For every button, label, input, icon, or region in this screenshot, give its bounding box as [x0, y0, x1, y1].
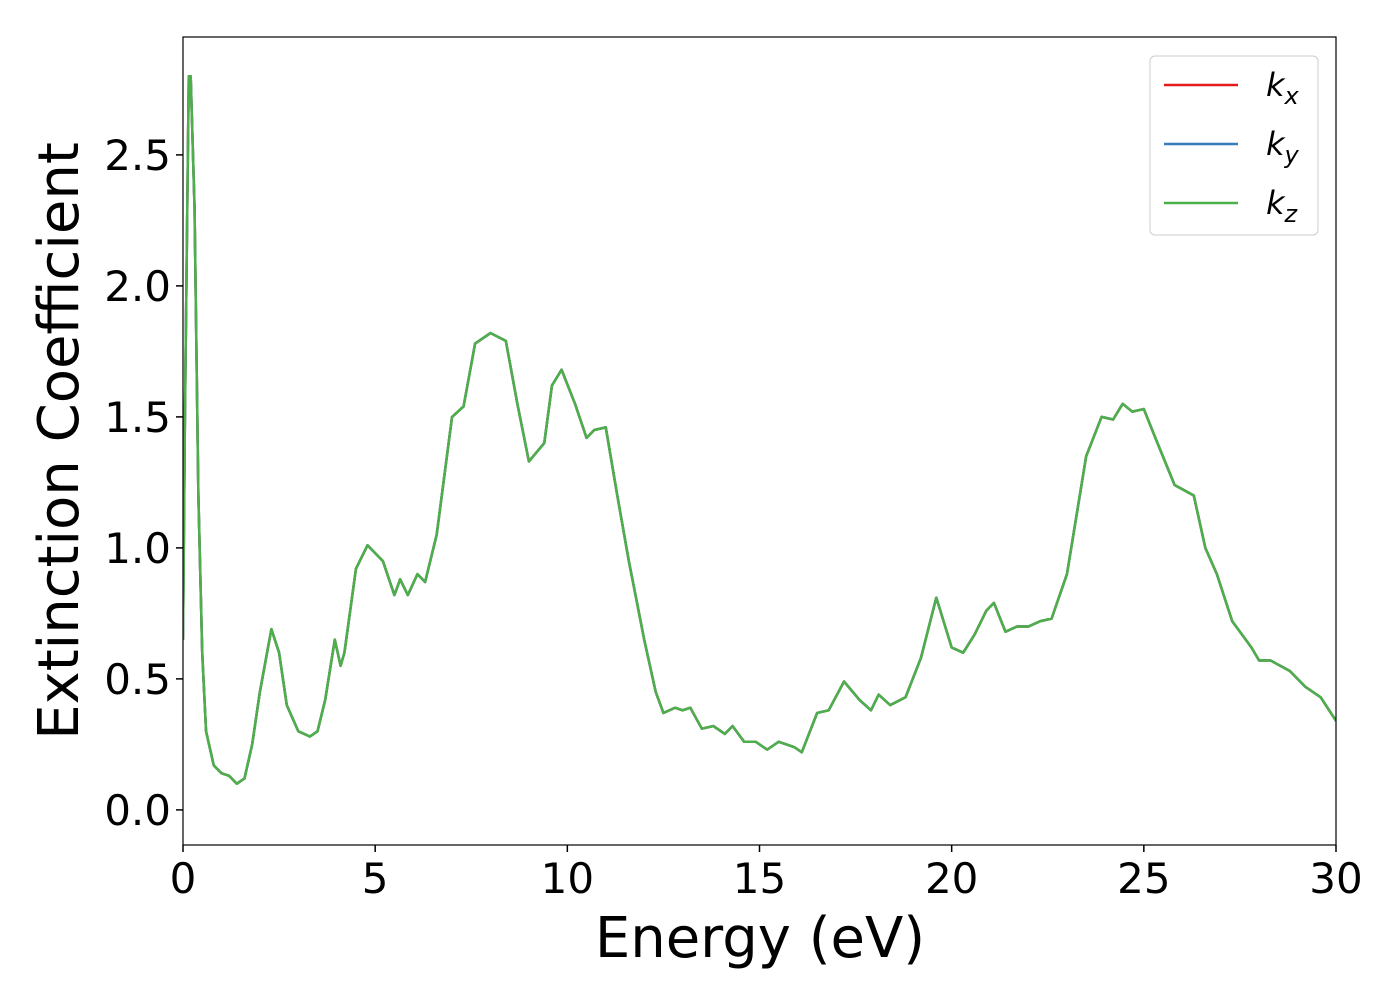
- plot-frame: [182, 36, 1337, 846]
- legend-label: ky: [1266, 125, 1300, 169]
- y-tick-label: 1.5: [104, 393, 171, 442]
- y-tick-label: 0.0: [104, 786, 171, 835]
- x-tick-label: 0: [170, 854, 197, 903]
- series-line: [183, 75, 1336, 785]
- x-tick-label: 25: [1117, 854, 1170, 903]
- legend-label: kz: [1266, 184, 1299, 228]
- x-tick-label: 10: [541, 854, 594, 903]
- y-tick-label: 1.0: [104, 524, 171, 573]
- y-tick-label: 2.5: [104, 131, 171, 180]
- legend-label: kx: [1266, 66, 1300, 110]
- y-tick-label: 2.0: [104, 262, 171, 311]
- x-tick-label: 15: [733, 854, 786, 903]
- x-axis-label: Energy (eV): [595, 906, 925, 971]
- x-tick-label: 20: [925, 854, 978, 903]
- x-tick-label: 5: [362, 854, 389, 903]
- y-axis-label: Extinction Coefficient: [27, 142, 92, 740]
- legend-box: [1149, 55, 1319, 236]
- x-tick-label: 30: [1309, 854, 1362, 903]
- y-tick-label: 0.5: [104, 655, 171, 704]
